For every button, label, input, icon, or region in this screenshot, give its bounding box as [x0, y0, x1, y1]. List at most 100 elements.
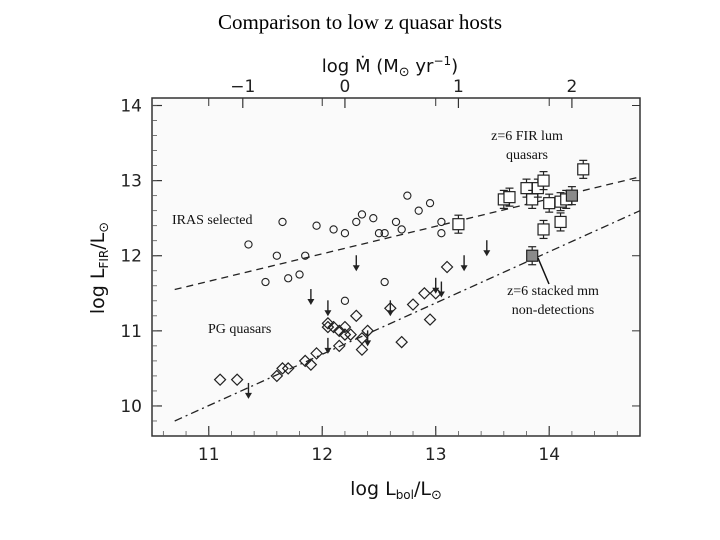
iras-point: [284, 274, 293, 283]
pg-point: [281, 362, 295, 375]
data-points: [213, 159, 590, 399]
iras-point: [312, 221, 321, 230]
z6-point: [452, 218, 465, 231]
y-tick-label-12: 12: [120, 247, 142, 267]
pg-point: [332, 339, 346, 353]
pg-point: [230, 373, 244, 387]
iras-point: [244, 240, 253, 249]
pg-point: [429, 286, 443, 300]
iras-point: [403, 191, 412, 200]
stacked-point: [526, 249, 539, 262]
pg-point: [310, 347, 323, 360]
annotation-fir-line-1: z=6 FIR lum: [491, 129, 563, 144]
iras-point: [340, 296, 350, 305]
iras-point: [301, 251, 310, 260]
pg-point: [406, 298, 420, 311]
iras-point: [295, 270, 304, 279]
x-tick-label-12: 12: [311, 445, 333, 465]
iras-point: [437, 217, 446, 227]
upper-limit-arrow: [307, 299, 315, 306]
top-tick-label-1: 1: [453, 77, 464, 97]
z6-point: [503, 191, 516, 204]
upper-limit-arrow: [244, 392, 252, 399]
iras-point: [414, 206, 423, 215]
pg-point: [338, 328, 352, 341]
annotation-iras: IRAS selected: [172, 213, 252, 228]
upper-limit-arrow: [352, 265, 360, 272]
pg-point: [395, 335, 409, 349]
iras-point: [380, 229, 389, 238]
iras-point: [340, 229, 350, 238]
pg-point: [338, 320, 352, 334]
y-tick-label-13: 13: [120, 172, 142, 192]
z6-point: [537, 223, 550, 236]
upper-limit-arrow: [432, 287, 440, 294]
pg-point: [321, 320, 335, 334]
iras-point: [437, 229, 446, 238]
annotation-stack-line-1: z=6 stacked mm: [507, 284, 599, 299]
iras-point: [278, 217, 287, 227]
iras-point: [329, 225, 338, 234]
top-tick-label-−1: −1: [230, 77, 255, 97]
pg-point: [355, 343, 369, 356]
pg-point: [349, 309, 363, 323]
pg-point: [344, 328, 357, 341]
iras-point: [369, 214, 378, 223]
x-tick-label-14: 14: [538, 445, 560, 465]
y-tick-label-11: 11: [120, 322, 142, 342]
pg-point: [321, 316, 335, 330]
annotation-pg: PG quasars: [208, 322, 271, 337]
x-tick-label-13: 13: [425, 445, 447, 465]
z6-point: [577, 163, 590, 176]
z6-point: [543, 197, 556, 210]
upper-limit-arrow: [483, 250, 491, 257]
page-title: Comparison to low z quasar hosts: [217, 10, 503, 34]
iras-point: [397, 225, 406, 234]
pg-point: [418, 286, 431, 300]
y-tick-label-14: 14: [120, 97, 142, 117]
pg-point: [355, 332, 369, 345]
iras-point: [352, 217, 361, 227]
x-axis-label: log Lbol/L⊙: [350, 478, 442, 503]
annotation-stack-pointer: [537, 257, 550, 285]
upper-limit-arrow: [324, 347, 332, 354]
pg-point: [423, 313, 437, 326]
pg-point: [213, 373, 227, 387]
iras-point: [261, 277, 270, 287]
top-axis-label: log Ṁ (M⊙ yr−1): [322, 54, 458, 80]
pg-point: [327, 320, 340, 334]
pg-point: [298, 354, 312, 368]
pg-point: [304, 358, 318, 371]
annotation-stack-line-2: non-detections: [512, 303, 594, 318]
top-tick-label-0: 0: [340, 77, 351, 97]
x-tick-label-11: 11: [198, 445, 220, 465]
plot-frame: [151, 97, 641, 437]
z6-point: [537, 174, 550, 187]
upper-limit-arrow: [324, 310, 332, 317]
iras-point: [425, 199, 435, 208]
stacked-point: [565, 189, 579, 202]
z6-point: [554, 215, 567, 229]
pg-point: [270, 369, 284, 383]
z6-point: [520, 182, 533, 195]
top-tick-label-2: 2: [566, 77, 577, 97]
iras-point: [357, 210, 367, 219]
upper-limit-arrow: [386, 310, 394, 317]
upper-limit-arrow: [460, 265, 468, 272]
z6-point: [526, 193, 539, 206]
upper-limit-arrow: [364, 340, 372, 347]
y-axis-label: log LFIR/L⊙: [87, 222, 112, 314]
pg-point: [276, 362, 289, 375]
pg-fit-line: [174, 210, 641, 422]
annotation-fir-line-2: quasars: [506, 148, 548, 163]
iras-point: [374, 229, 384, 238]
iras-point: [272, 251, 281, 260]
upper-limit-arrow: [437, 291, 445, 298]
iras-point: [391, 217, 401, 227]
iras-point: [380, 277, 389, 287]
pg-point: [332, 324, 346, 338]
pg-point: [440, 260, 454, 274]
y-tick-label-10: 10: [120, 397, 142, 417]
